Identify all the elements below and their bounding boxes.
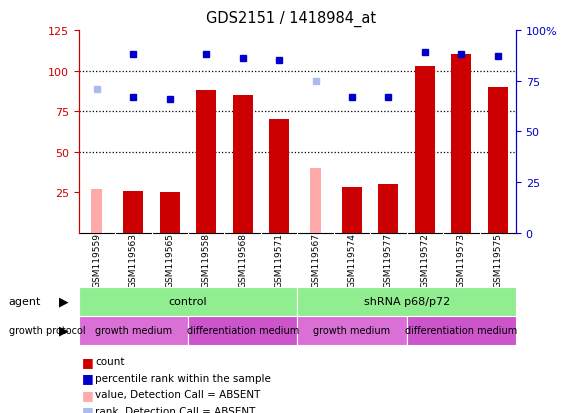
Text: ▶: ▶ bbox=[59, 324, 69, 337]
Bar bbox=[160, 193, 180, 233]
Bar bbox=[297, 287, 516, 316]
Bar bbox=[488, 88, 508, 233]
Bar bbox=[124, 191, 143, 233]
Text: ■: ■ bbox=[82, 404, 93, 413]
Bar bbox=[196, 91, 216, 233]
Bar bbox=[297, 316, 407, 345]
Text: GSM119563: GSM119563 bbox=[129, 233, 138, 287]
Bar bbox=[92, 190, 103, 233]
Bar bbox=[378, 185, 398, 233]
Text: ■: ■ bbox=[82, 388, 93, 401]
Bar bbox=[79, 287, 297, 316]
Text: ■: ■ bbox=[82, 355, 93, 368]
Text: GDS2151 / 1418984_at: GDS2151 / 1418984_at bbox=[206, 10, 377, 26]
Text: GSM119573: GSM119573 bbox=[457, 233, 466, 287]
Text: percentile rank within the sample: percentile rank within the sample bbox=[95, 373, 271, 383]
Text: ▶: ▶ bbox=[59, 295, 69, 308]
Text: GSM119572: GSM119572 bbox=[420, 233, 429, 287]
Text: differentiation medium: differentiation medium bbox=[405, 325, 518, 335]
Text: shRNA p68/p72: shRNA p68/p72 bbox=[364, 297, 449, 306]
Text: growth protocol: growth protocol bbox=[9, 325, 85, 335]
Bar bbox=[79, 316, 188, 345]
Bar bbox=[415, 66, 435, 233]
Bar bbox=[188, 316, 297, 345]
Text: value, Detection Call = ABSENT: value, Detection Call = ABSENT bbox=[95, 389, 261, 399]
Text: GSM119567: GSM119567 bbox=[311, 233, 320, 287]
Text: GSM119565: GSM119565 bbox=[166, 233, 174, 287]
Bar bbox=[233, 96, 252, 233]
Text: GSM119571: GSM119571 bbox=[275, 233, 283, 287]
Text: GSM119558: GSM119558 bbox=[202, 233, 210, 287]
Text: growth medium: growth medium bbox=[95, 325, 172, 335]
Text: GSM119575: GSM119575 bbox=[493, 233, 502, 287]
Bar bbox=[342, 188, 362, 233]
Text: rank, Detection Call = ABSENT: rank, Detection Call = ABSENT bbox=[95, 406, 255, 413]
Bar bbox=[407, 316, 516, 345]
Text: ■: ■ bbox=[82, 371, 93, 385]
Text: GSM119577: GSM119577 bbox=[384, 233, 393, 287]
Text: GSM119574: GSM119574 bbox=[347, 233, 356, 287]
Text: control: control bbox=[168, 297, 208, 306]
Bar bbox=[310, 169, 321, 233]
Bar bbox=[269, 120, 289, 233]
Text: growth medium: growth medium bbox=[314, 325, 391, 335]
Bar bbox=[451, 55, 471, 233]
Text: GSM119559: GSM119559 bbox=[93, 233, 101, 287]
Text: GSM119568: GSM119568 bbox=[238, 233, 247, 287]
Text: count: count bbox=[95, 356, 125, 366]
Text: differentiation medium: differentiation medium bbox=[187, 325, 299, 335]
Text: agent: agent bbox=[9, 297, 41, 306]
